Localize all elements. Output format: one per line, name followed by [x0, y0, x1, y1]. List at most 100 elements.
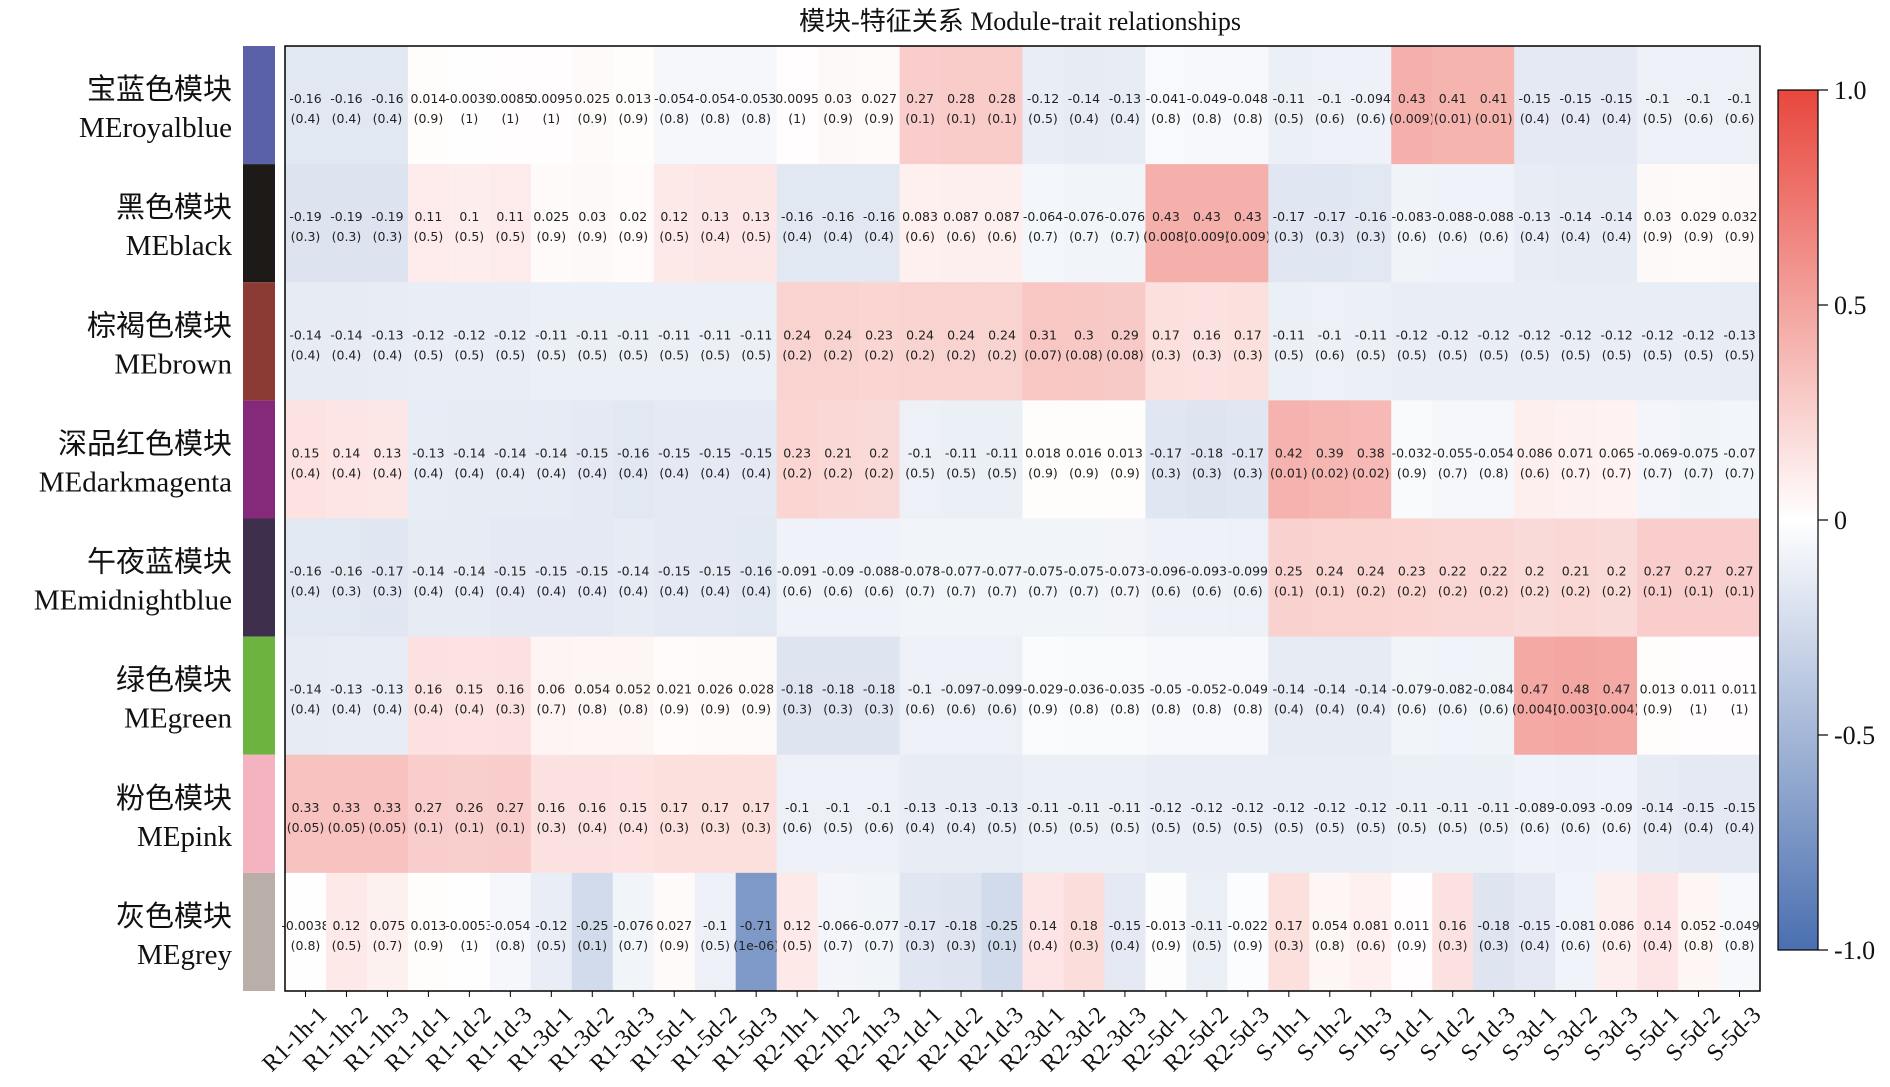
cell-pvalue: (0.4) [782, 229, 812, 244]
cell-value: -0.19 [289, 209, 321, 224]
cell-value: -0.13 [1518, 209, 1550, 224]
heatmap-cell [325, 400, 368, 519]
heatmap-cell [1432, 46, 1474, 165]
cell-value: -0.09 [1600, 800, 1632, 815]
cell-value: 0.016 [1066, 445, 1102, 460]
heatmap-cell [1022, 282, 1064, 401]
heatmap-cell [530, 164, 573, 283]
heatmap-cell [1719, 46, 1761, 165]
cell-value: 0.054 [1312, 918, 1348, 933]
cell-pvalue: (0.2) [905, 347, 935, 362]
cell-value: 0.43 [1398, 91, 1426, 106]
cell-pvalue: (0.5) [823, 820, 853, 835]
heatmap-cell [1022, 164, 1064, 283]
cell-pvalue: (0.9) [1684, 229, 1714, 244]
cell-pvalue: (0.9) [1151, 938, 1181, 953]
cell-value: -0.12 [453, 327, 485, 342]
cell-value: -0.17 [1273, 209, 1305, 224]
heatmap-cell [530, 754, 573, 874]
cell-value: -0.049 [1228, 682, 1268, 697]
cell-pvalue: (0.5) [1602, 347, 1632, 362]
cell-value: -0.07 [1723, 445, 1755, 460]
heatmap-cell [1227, 636, 1269, 756]
heatmap-cell [858, 754, 901, 874]
cell-pvalue: (0.4) [373, 347, 403, 362]
heatmap-cell [1350, 282, 1392, 401]
heatmap-cell [1432, 518, 1474, 638]
cell-pvalue: (0.4) [414, 465, 444, 480]
cell-value: 0.021 [656, 682, 692, 697]
cell-value: -0.1 [867, 800, 891, 815]
heatmap-cell [1719, 164, 1761, 283]
heatmap-cell [817, 636, 860, 756]
heatmap-cell [1063, 400, 1105, 519]
heatmap-cell [735, 518, 778, 638]
heatmap-cell [735, 872, 778, 992]
heatmap-cell [1473, 754, 1515, 874]
heatmap-cell [1637, 164, 1679, 283]
cell-pvalue: (0.9) [1028, 465, 1058, 480]
heatmap-cell [858, 636, 901, 756]
heatmap-cell [1555, 636, 1597, 756]
cell-value: 0.014 [411, 91, 447, 106]
heatmap-cell [489, 282, 532, 401]
cell-pvalue: (0.009) [1389, 111, 1435, 126]
heatmap-cell [694, 518, 737, 638]
cell-pvalue: (0.8) [1233, 702, 1263, 717]
heatmap-cell [653, 400, 696, 519]
row-label-en: MEpink [137, 821, 233, 853]
cell-value: -0.075 [1064, 564, 1104, 579]
heatmap-cell [285, 872, 327, 992]
cell-value: -0.12 [1437, 327, 1469, 342]
cell-value: -0.052 [1187, 682, 1227, 697]
cell-value: -0.05 [1150, 682, 1182, 697]
cell-pvalue: (0.05) [369, 820, 407, 835]
heatmap-cell [1104, 400, 1146, 519]
cell-value: -0.1 [785, 800, 809, 815]
cell-pvalue: (0.5) [455, 229, 485, 244]
cell-pvalue: (0.2) [823, 465, 853, 480]
cell-value: -0.13 [945, 800, 977, 815]
cell-value: 0.11 [496, 209, 524, 224]
cell-pvalue: (1) [788, 111, 806, 126]
cell-value: 0.41 [1439, 91, 1467, 106]
cell-value: -0.12 [1232, 800, 1264, 815]
heatmap-cell [325, 282, 368, 401]
cell-value: 0.14 [1029, 918, 1057, 933]
cell-pvalue: (0.8) [618, 702, 648, 717]
cell-pvalue: (0.5) [1356, 347, 1386, 362]
row-swatch [243, 164, 275, 283]
cell-pvalue: (0.3) [905, 938, 935, 953]
heatmap-cell [1432, 164, 1474, 283]
cell-pvalue: (0.5) [987, 820, 1017, 835]
heatmap-cell [612, 754, 655, 874]
heatmap-cell [571, 400, 614, 519]
cell-value: -0.16 [617, 445, 649, 460]
cell-value: 0.0095 [529, 91, 573, 106]
cell-value: -0.15 [658, 564, 690, 579]
row-swatch [243, 636, 275, 755]
cell-value: -0.19 [330, 209, 362, 224]
heatmap-cell [571, 282, 614, 401]
cell-value: -0.13 [371, 327, 403, 342]
cell-pvalue: (0.8) [741, 111, 771, 126]
cell-value: 0.24 [1316, 564, 1344, 579]
cell-value: -0.088 [1474, 209, 1514, 224]
cell-value: -0.064 [1023, 209, 1063, 224]
cell-value: -0.0039 [445, 91, 493, 106]
cell-value: -0.11 [576, 327, 608, 342]
cell-pvalue: (0.4) [741, 465, 771, 480]
cell-pvalue: (0.08) [1065, 347, 1103, 362]
cell-pvalue: (0.8) [1233, 111, 1263, 126]
cell-pvalue: (0.4) [414, 702, 444, 717]
cell-value: -0.17 [904, 918, 936, 933]
cell-value: 0.03 [578, 209, 606, 224]
cell-pvalue: (0.5) [659, 347, 689, 362]
heatmap-cell [530, 400, 573, 519]
cell-value: -0.029 [1023, 682, 1063, 697]
cell-value: 0.065 [1599, 445, 1635, 460]
cell-pvalue: (0.7) [373, 938, 403, 953]
cell-pvalue: (0.1) [905, 111, 935, 126]
cell-pvalue: (0.7) [1110, 229, 1140, 244]
